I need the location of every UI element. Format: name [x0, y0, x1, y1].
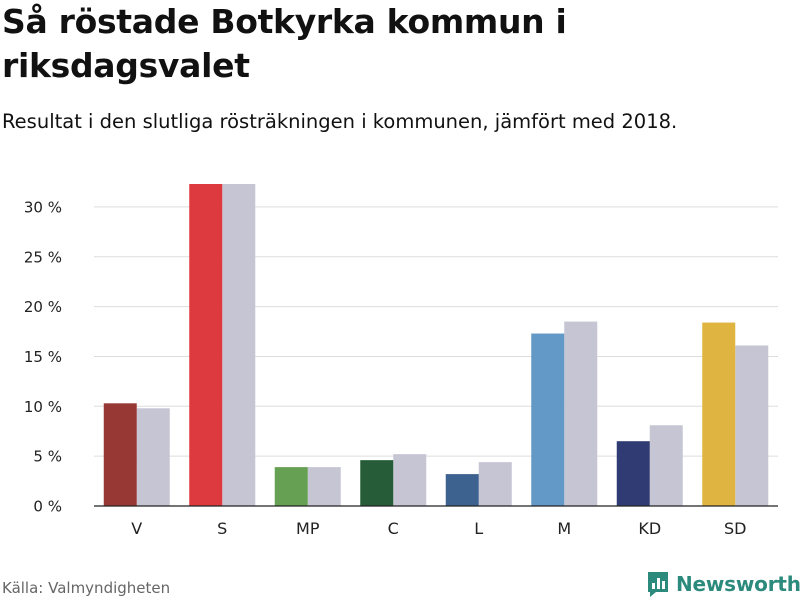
chart-subtitle: Resultat i den slutliga rösträkningen i …	[2, 110, 678, 133]
x-tick-label: V	[131, 519, 142, 538]
bar-2018-mp	[307, 467, 341, 506]
x-tick-label: MP	[296, 519, 320, 538]
bar-2018-m	[564, 321, 598, 506]
bar-chart-logo-icon	[648, 572, 668, 597]
bar-2022-l	[445, 474, 479, 506]
bar-2018-sd	[735, 345, 769, 506]
x-tick-label: M	[557, 519, 571, 538]
bar-2022-c	[360, 460, 394, 506]
bar-2018-l	[478, 462, 512, 506]
bar-2022-kd	[616, 441, 650, 506]
y-tick-label: 5 %	[33, 448, 62, 466]
bar-2018-kd	[649, 425, 683, 506]
x-tick-label: SD	[724, 519, 746, 538]
source-note: Källa: Valmyndigheten	[2, 579, 171, 597]
bar-2018-s	[222, 183, 256, 507]
bar-2022-v	[103, 403, 137, 506]
bar-2022-mp	[274, 467, 308, 506]
y-tick-label: 0 %	[33, 498, 62, 516]
y-tick-label: 25 %	[24, 248, 62, 266]
x-tick-label: S	[217, 519, 227, 538]
bar-2018-v	[136, 408, 170, 506]
bar-2022-sd	[702, 322, 736, 506]
y-tick-label: 15 %	[24, 348, 62, 366]
y-tick-label: 10 %	[24, 398, 62, 416]
brand-name: Newsworthy	[676, 572, 800, 596]
bar-2022-m	[531, 333, 565, 506]
bar-2022-s	[189, 183, 223, 507]
x-tick-label: L	[474, 519, 483, 538]
brand-logo[interactable]: Newsworthy	[646, 568, 800, 600]
x-tick-label: C	[388, 519, 399, 538]
y-tick-label: 30 %	[24, 198, 62, 216]
y-tick-label: 20 %	[24, 298, 62, 316]
chart-title: Så röstade Botkyrka kommun i riksdagsval…	[2, 2, 567, 85]
bar-2018-c	[393, 454, 427, 506]
x-tick-label: KD	[638, 519, 661, 538]
